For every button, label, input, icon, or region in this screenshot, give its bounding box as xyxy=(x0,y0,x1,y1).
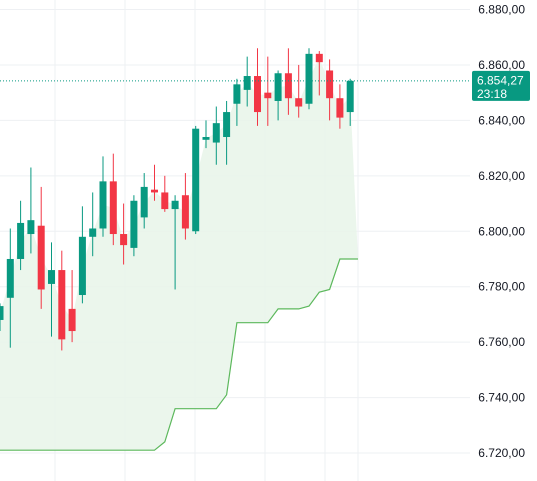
candle[interactable] xyxy=(223,100,231,165)
candle[interactable] xyxy=(181,173,189,240)
candle-body-down xyxy=(326,70,334,99)
candle-body-up xyxy=(274,73,282,101)
candle-body-up xyxy=(171,200,179,210)
candle-body-down xyxy=(161,192,169,210)
candle[interactable] xyxy=(6,228,14,348)
y-tick-label: 6.780,00 xyxy=(478,280,525,294)
candle-body-up xyxy=(130,200,138,248)
current-price-badge-bg xyxy=(472,70,530,101)
candle[interactable] xyxy=(326,59,334,121)
candle-body-down xyxy=(284,73,292,99)
candle[interactable] xyxy=(78,206,86,304)
candle-body-down xyxy=(120,234,128,246)
trailing-stop-path xyxy=(0,258,358,451)
candle[interactable] xyxy=(192,125,200,235)
candle-body-up xyxy=(212,123,220,143)
candle[interactable] xyxy=(48,242,55,337)
candle[interactable] xyxy=(37,186,45,309)
y-tick-label: 6.860,00 xyxy=(478,58,525,72)
candle-body-up xyxy=(223,112,231,138)
y-tick-label: 6.740,00 xyxy=(478,391,525,405)
candle-body-up xyxy=(48,270,55,284)
support-fill-area xyxy=(0,58,358,451)
candle[interactable] xyxy=(151,164,158,201)
candle-body-up xyxy=(17,222,25,259)
candle[interactable] xyxy=(274,70,282,121)
candle-body-up xyxy=(6,258,14,298)
y-tick-label: 6.720,00 xyxy=(478,446,525,460)
candle-body-down xyxy=(109,181,117,235)
candle[interactable] xyxy=(346,78,354,126)
candle-body-down xyxy=(315,53,323,63)
bar-countdown: 23:18 xyxy=(477,87,507,101)
candle[interactable] xyxy=(171,195,179,290)
price-axis[interactable]: 6.880,00 6.860,00 6.840,00 6.820,00 6.800,00… xyxy=(478,3,525,461)
candle[interactable] xyxy=(212,106,220,165)
candle-body-up xyxy=(202,137,210,140)
candle[interactable] xyxy=(68,270,76,343)
candle-body-down xyxy=(264,92,272,99)
candle-body-up xyxy=(99,181,107,229)
candle[interactable] xyxy=(17,200,25,271)
candle[interactable] xyxy=(233,78,241,126)
candle[interactable] xyxy=(161,175,169,212)
candle-body-down xyxy=(254,76,261,113)
candle-body-up xyxy=(233,84,241,104)
y-tick-label: 6.760,00 xyxy=(478,335,525,349)
candle-body-down xyxy=(336,98,344,118)
candles[interactable] xyxy=(0,48,354,351)
trailing-stop-line xyxy=(0,258,358,451)
candle-body-up xyxy=(305,53,313,104)
y-tick-label: 6.840,00 xyxy=(478,113,525,127)
candle[interactable] xyxy=(27,167,35,254)
candle-body-up xyxy=(78,236,86,296)
candle[interactable] xyxy=(120,203,128,265)
candle-body-down xyxy=(68,308,76,332)
candle[interactable] xyxy=(99,156,107,237)
candle-body-up xyxy=(89,228,97,237)
candle[interactable] xyxy=(315,51,323,96)
candle-body-up xyxy=(192,128,200,232)
candle[interactable] xyxy=(58,250,66,351)
y-tick-label: 6.880,00 xyxy=(478,3,525,17)
candle[interactable] xyxy=(202,120,210,149)
candle-body-down xyxy=(37,225,45,290)
support-fill xyxy=(0,58,358,451)
y-tick-label: 6.820,00 xyxy=(478,169,525,183)
candle[interactable] xyxy=(254,48,261,126)
current-price-badge: 6.854,27 23:18 xyxy=(472,70,530,101)
candle-body-down xyxy=(181,195,189,229)
candle-body-down xyxy=(151,189,158,193)
candle[interactable] xyxy=(264,56,272,126)
candle-body-up xyxy=(0,306,4,320)
candle[interactable] xyxy=(295,64,303,118)
current-price-value: 6.854,27 xyxy=(477,73,524,87)
candle-body-up xyxy=(140,186,148,218)
candle[interactable] xyxy=(130,195,138,257)
candle[interactable] xyxy=(284,48,292,115)
candle[interactable] xyxy=(336,84,344,129)
candle-body-down xyxy=(295,98,303,107)
candle-body-up xyxy=(346,80,354,113)
candle[interactable] xyxy=(140,173,148,229)
candle[interactable] xyxy=(305,48,313,110)
y-tick-label: 6.800,00 xyxy=(478,224,525,238)
candle-body-up xyxy=(243,76,251,90)
candle[interactable] xyxy=(89,192,97,257)
candle-body-up xyxy=(27,220,35,235)
candle[interactable] xyxy=(0,303,4,332)
candle-body-down xyxy=(58,270,66,340)
candle[interactable] xyxy=(243,56,251,107)
candle[interactable] xyxy=(109,153,117,246)
